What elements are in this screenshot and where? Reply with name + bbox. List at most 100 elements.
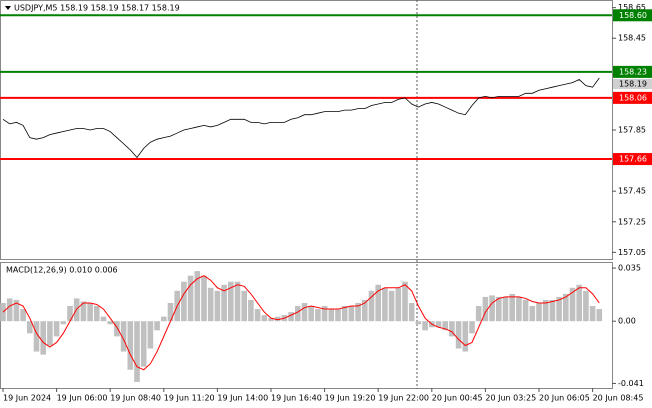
histogram-bar bbox=[482, 296, 489, 322]
x-tick-label: 19 Jun 19:20 bbox=[325, 394, 376, 403]
histogram-bar bbox=[6, 298, 13, 322]
price-line bbox=[2, 77, 600, 159]
title-arrow bbox=[5, 6, 11, 10]
y-tick-label: 157.45 bbox=[618, 187, 646, 196]
chart-title: USDJPY,M5 158.19 158.19 158.17 158.19 bbox=[14, 4, 180, 13]
histogram-bar bbox=[435, 321, 442, 328]
x-tick-label: 19 Jun 14:00 bbox=[217, 394, 268, 403]
histogram-bar bbox=[80, 301, 87, 322]
histogram-bar bbox=[563, 293, 569, 322]
level-label: 157.66 bbox=[619, 155, 647, 164]
histogram-bar bbox=[94, 306, 100, 322]
histogram-bar bbox=[569, 287, 576, 322]
histogram-bar bbox=[509, 293, 515, 322]
histogram-bar bbox=[147, 321, 154, 349]
histogram-bar bbox=[187, 275, 194, 322]
histogram-bar bbox=[589, 306, 596, 322]
level-label: 158.23 bbox=[619, 67, 647, 76]
x-tick-label: 19 Jun 06:00 bbox=[57, 394, 108, 403]
histogram-bar bbox=[120, 321, 127, 352]
x-tick-label: 19 Jun 11:20 bbox=[164, 394, 215, 403]
histogram-bar bbox=[53, 321, 60, 337]
level-label-box bbox=[613, 91, 652, 104]
histogram-bar bbox=[301, 302, 308, 322]
histogram-bar bbox=[375, 284, 381, 322]
histogram-bar bbox=[542, 299, 549, 322]
level-label-box bbox=[613, 65, 652, 78]
histogram-bar bbox=[33, 321, 40, 352]
level-label-box bbox=[613, 153, 652, 166]
histogram-bar bbox=[321, 306, 328, 322]
histogram-bar bbox=[496, 296, 502, 322]
histogram-bar bbox=[462, 321, 469, 352]
histogram-bar bbox=[549, 299, 556, 322]
x-tick-label: 20 Jun 06:05 bbox=[539, 394, 590, 403]
histogram-bar bbox=[221, 284, 227, 322]
x-tick-label: 19 Jun 22:00 bbox=[378, 394, 429, 403]
histogram-bar bbox=[475, 306, 482, 322]
histogram-bar bbox=[442, 321, 448, 331]
histogram-bar bbox=[248, 299, 254, 322]
histogram-bar bbox=[268, 318, 274, 322]
last-price-label: 158.19 bbox=[619, 80, 647, 89]
histogram-bar bbox=[181, 281, 187, 322]
macd-title: MACD(12,26,9) 0.010 0.006 bbox=[6, 266, 118, 275]
y-tick-label: 158.65 bbox=[618, 3, 646, 12]
histogram-bar bbox=[40, 321, 46, 355]
y-tick-label: 0.035 bbox=[618, 264, 641, 273]
histogram-bar bbox=[194, 271, 201, 322]
histogram-bar bbox=[261, 315, 268, 322]
histogram-bar bbox=[47, 321, 53, 346]
histogram-bar bbox=[556, 296, 562, 322]
x-tick-label: 20 Jun 08:45 bbox=[593, 394, 644, 403]
histogram-bar bbox=[362, 299, 368, 322]
y-tick-label: 0.00 bbox=[618, 317, 636, 326]
histogram-bar bbox=[395, 287, 402, 322]
level-label-box bbox=[613, 9, 652, 22]
histogram-bar bbox=[87, 302, 93, 322]
histogram-bar bbox=[107, 321, 113, 325]
histogram-bar bbox=[522, 299, 529, 322]
histogram-bar bbox=[576, 284, 582, 322]
histogram-bar bbox=[161, 316, 167, 322]
histogram-bar bbox=[449, 321, 455, 337]
histogram-bar bbox=[308, 306, 314, 322]
histogram-bar bbox=[408, 302, 415, 322]
level-label: 158.60 bbox=[619, 11, 647, 20]
histogram-bar bbox=[67, 306, 73, 322]
y-tick-label: 158.45 bbox=[618, 34, 646, 43]
y-tick-label: 157.05 bbox=[618, 248, 646, 257]
histogram-bar bbox=[382, 287, 388, 322]
histogram-bar bbox=[13, 299, 20, 322]
histogram-bar bbox=[241, 290, 247, 322]
histogram-bar bbox=[207, 287, 214, 322]
histogram-bar bbox=[154, 321, 160, 331]
macd-frame bbox=[0, 262, 613, 389]
last-price-box bbox=[613, 79, 652, 89]
histogram-bar bbox=[583, 290, 589, 322]
histogram-bar bbox=[502, 296, 509, 322]
histogram-bar bbox=[402, 281, 408, 322]
histogram-bar bbox=[516, 296, 522, 322]
histogram-bar bbox=[274, 316, 281, 322]
x-tick-label: 19 Jun 2024 bbox=[3, 394, 51, 403]
histogram-bar bbox=[201, 275, 207, 322]
histogram-bar bbox=[114, 321, 120, 337]
x-tick-label: 20 Jun 00:45 bbox=[432, 394, 483, 403]
histogram-bar bbox=[596, 309, 603, 322]
y-tick-label: 157.85 bbox=[618, 126, 646, 135]
y-tick-label: 157.25 bbox=[618, 217, 646, 226]
histogram-bar bbox=[335, 309, 341, 322]
histogram-bar bbox=[140, 321, 147, 367]
histogram-bar bbox=[355, 302, 361, 322]
histogram-bar bbox=[348, 306, 355, 322]
histogram-bar bbox=[469, 321, 475, 334]
histogram-bar bbox=[489, 295, 495, 322]
histogram-bar bbox=[341, 306, 348, 322]
histogram-bar bbox=[422, 321, 428, 331]
histogram-bar bbox=[214, 290, 221, 322]
histogram-bar bbox=[295, 306, 301, 322]
histogram-bar bbox=[60, 321, 67, 325]
y-tick-label: -0.041 bbox=[618, 379, 644, 388]
